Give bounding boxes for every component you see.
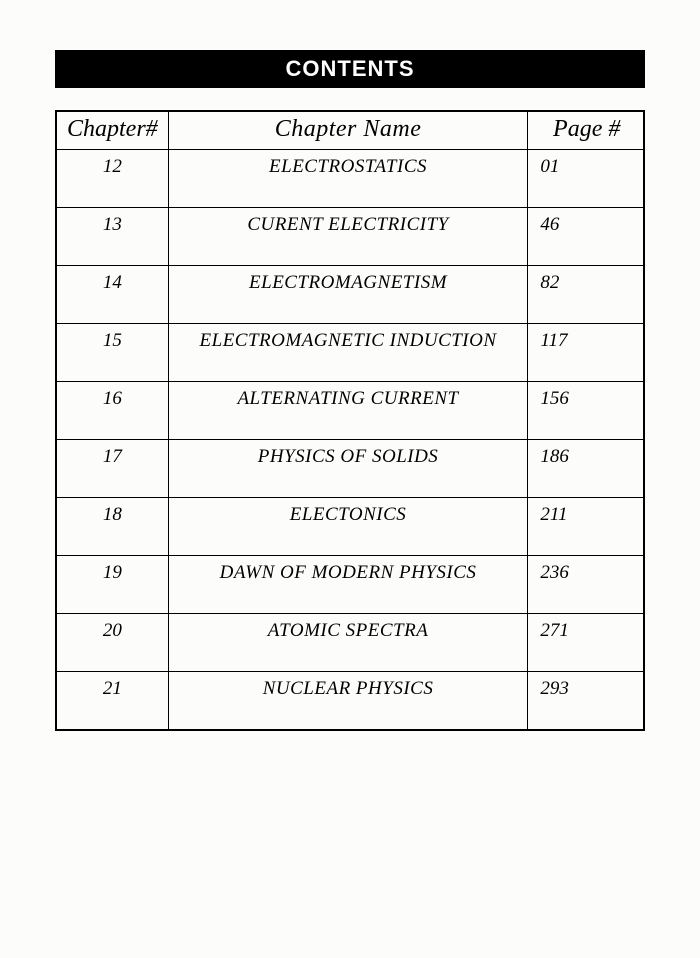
cell-page: 293	[528, 672, 644, 730]
cell-name: DAWN OF MODERN PHYSICS	[168, 556, 528, 614]
cell-name: ELECTROSTATICS	[168, 150, 528, 208]
cell-page: 46	[528, 208, 644, 266]
cell-page: 82	[528, 266, 644, 324]
table-row: 21 NUCLEAR PHYSICS 293	[56, 672, 644, 730]
cell-name: ATOMIC SPECTRA	[168, 614, 528, 672]
cell-chapter: 15	[56, 324, 168, 382]
table-row: 12 ELECTROSTATICS 01	[56, 150, 644, 208]
table-row: 17 PHYSICS OF SOLIDS 186	[56, 440, 644, 498]
cell-chapter: 20	[56, 614, 168, 672]
cell-page: 186	[528, 440, 644, 498]
cell-name: ELECTONICS	[168, 498, 528, 556]
contents-table: Chapter# Chapter Name Page # 12 ELECTROS…	[55, 110, 645, 731]
cell-chapter: 19	[56, 556, 168, 614]
cell-name: PHYSICS OF SOLIDS	[168, 440, 528, 498]
col-header-name: Chapter Name	[168, 111, 528, 150]
cell-page: 156	[528, 382, 644, 440]
cell-chapter: 12	[56, 150, 168, 208]
cell-chapter: 21	[56, 672, 168, 730]
table-header-row: Chapter# Chapter Name Page #	[56, 111, 644, 150]
table-row: 16 ALTERNATING CURRENT 156	[56, 382, 644, 440]
col-header-page: Page #	[528, 111, 644, 150]
cell-name: ELECTROMAGNETISM	[168, 266, 528, 324]
cell-page: 236	[528, 556, 644, 614]
table-row: 18 ELECTONICS 211	[56, 498, 644, 556]
cell-chapter: 14	[56, 266, 168, 324]
table-row: 14 ELECTROMAGNETISM 82	[56, 266, 644, 324]
table-body: 12 ELECTROSTATICS 01 13 CURENT ELECTRICI…	[56, 150, 644, 730]
cell-chapter: 16	[56, 382, 168, 440]
cell-page: 271	[528, 614, 644, 672]
table-row: 19 DAWN OF MODERN PHYSICS 236	[56, 556, 644, 614]
table-row: 20 ATOMIC SPECTRA 271	[56, 614, 644, 672]
cell-chapter: 18	[56, 498, 168, 556]
cell-chapter: 17	[56, 440, 168, 498]
table-row: 13 CURENT ELECTRICITY 46	[56, 208, 644, 266]
col-header-chapter: Chapter#	[56, 111, 168, 150]
cell-page: 117	[528, 324, 644, 382]
cell-name: NUCLEAR PHYSICS	[168, 672, 528, 730]
contents-banner: CONTENTS	[55, 50, 645, 88]
cell-name: CURENT ELECTRICITY	[168, 208, 528, 266]
cell-page: 01	[528, 150, 644, 208]
cell-chapter: 13	[56, 208, 168, 266]
cell-name: ALTERNATING CURRENT	[168, 382, 528, 440]
table-row: 15 ELECTROMAGNETIC INDUCTION 117	[56, 324, 644, 382]
cell-page: 211	[528, 498, 644, 556]
cell-name: ELECTROMAGNETIC INDUCTION	[168, 324, 528, 382]
